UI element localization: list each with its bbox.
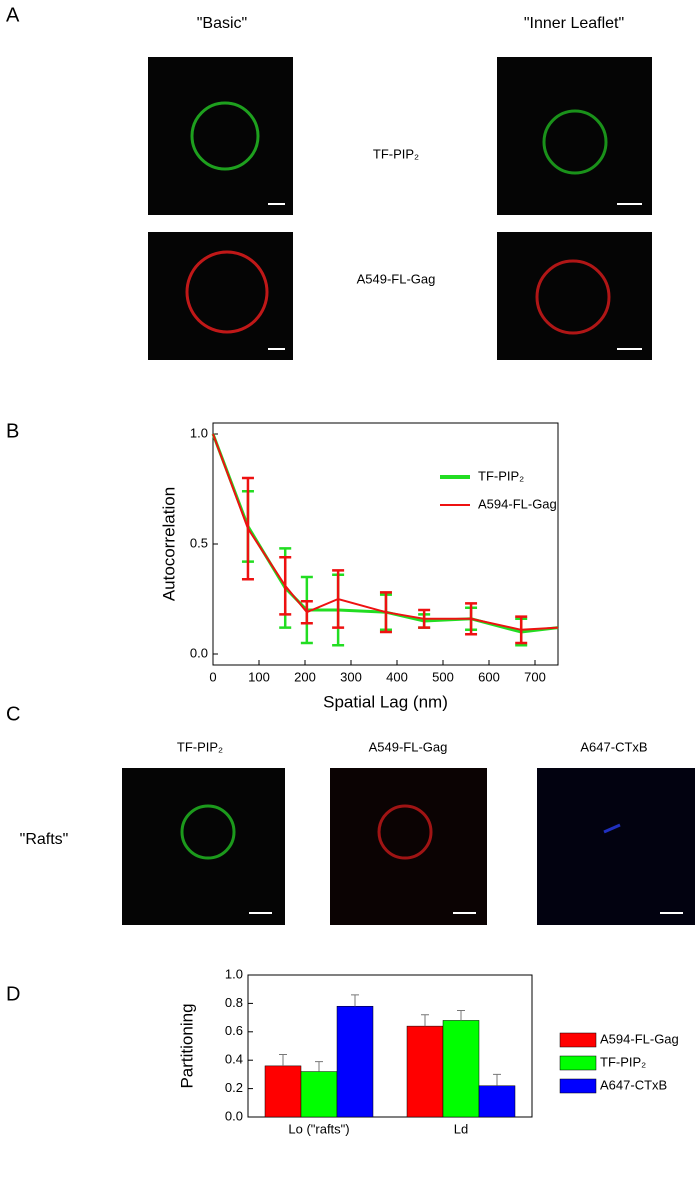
- error-bar: [515, 615, 528, 645]
- x-tick-label: 100: [248, 669, 270, 684]
- y-tick-label: 0.0: [225, 1108, 243, 1123]
- x-tick-label: Ld: [454, 1121, 468, 1136]
- y-axis-title: Partitioning: [177, 1003, 196, 1088]
- legend-label: TF-PIP₂: [600, 1054, 646, 1069]
- y-tick-label: 0.2: [225, 1080, 243, 1095]
- error-bar: [493, 1073, 501, 1086]
- micrographs: [122, 57, 695, 925]
- x-tick-label: 0: [209, 669, 216, 684]
- vesicle: [377, 804, 433, 860]
- legend-label: TF-PIP₂: [478, 468, 524, 483]
- plot-frame: [247, 974, 533, 1118]
- row-label: "Rafts": [20, 831, 69, 848]
- error-bar: [315, 1061, 323, 1072]
- y-tick-label: 1.0: [190, 425, 208, 440]
- y-tick-label: 0.4: [225, 1052, 243, 1067]
- micrograph: [497, 57, 652, 215]
- legend-label: A647-CTxB: [600, 1077, 667, 1092]
- y-tick-label: 0.8: [225, 995, 243, 1010]
- column-header: "Inner Leaflet": [524, 15, 624, 32]
- error-bar: [332, 569, 345, 629]
- x-tick-label: 200: [294, 669, 316, 684]
- legend-swatch: [559, 1032, 597, 1048]
- x-tick-label: 700: [524, 669, 546, 684]
- panel-label: D: [6, 983, 20, 1005]
- legend-label: A594-FL-Gag: [600, 1031, 679, 1046]
- column-header: A549-FL-Gag: [369, 739, 448, 754]
- column-header: TF-PIP₂: [177, 739, 223, 754]
- micrograph: [537, 768, 695, 925]
- legend-swatch: [559, 1078, 597, 1094]
- panel-label: B: [6, 420, 19, 442]
- micrograph: [497, 232, 652, 360]
- error-bar: [421, 1014, 429, 1027]
- error-bar: [279, 1054, 287, 1066]
- micrograph: [122, 768, 285, 925]
- bar: [300, 1071, 338, 1118]
- vesicle: [190, 101, 260, 171]
- bar: [478, 1085, 516, 1118]
- row-label: A549-FL-Gag: [357, 271, 436, 286]
- error-bar: [465, 602, 478, 636]
- series-line: [212, 433, 559, 631]
- y-tick-label: 1.0: [225, 966, 243, 981]
- vesicle: [185, 250, 269, 334]
- panel-label: A: [6, 4, 20, 26]
- error-bar: [241, 476, 254, 581]
- row-label: TF-PIP₂: [373, 146, 419, 161]
- y-tick-label: 0.6: [225, 1023, 243, 1038]
- column-header: A647-CTxB: [580, 739, 647, 754]
- legend-swatch: [559, 1055, 597, 1071]
- column-header: "Basic": [197, 15, 247, 32]
- error-bar: [457, 1010, 465, 1021]
- x-tick-label: 500: [432, 669, 454, 684]
- error-bar: [418, 608, 431, 629]
- y-tick-label: 0.5: [190, 535, 208, 550]
- bar: [336, 1005, 374, 1118]
- x-tick-label: 600: [478, 669, 500, 684]
- x-tick-label: 300: [340, 669, 362, 684]
- vesicle: [542, 109, 608, 175]
- y-axis-title: Autocorrelation: [159, 487, 178, 601]
- vesicle: [180, 804, 236, 860]
- bar: [264, 1065, 302, 1118]
- error-bar: [279, 555, 292, 616]
- error-bar: [379, 591, 392, 634]
- bar: [406, 1025, 444, 1118]
- legend-label: A594-FL-Gag: [478, 496, 557, 511]
- micrograph: [148, 57, 293, 215]
- patch: [603, 823, 621, 834]
- error-bar: [351, 994, 359, 1007]
- panel-label: C: [6, 703, 20, 725]
- vesicle: [535, 259, 611, 335]
- bar: [442, 1020, 480, 1118]
- y-tick-label: 0.0: [190, 645, 208, 660]
- x-tick-label: Lo ("rafts"): [288, 1121, 349, 1136]
- error-bar: [300, 599, 313, 625]
- x-tick-label: 400: [386, 669, 408, 684]
- micrograph: [330, 768, 487, 925]
- x-axis-title: Spatial Lag (nm): [323, 692, 448, 711]
